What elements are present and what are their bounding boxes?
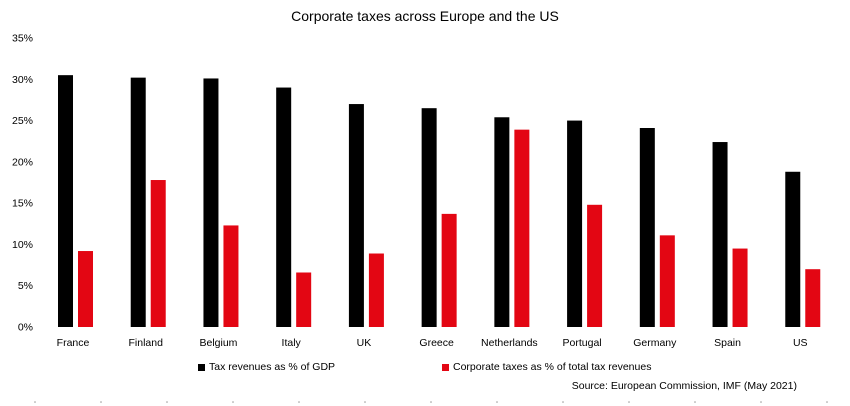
x-tick-label: Netherlands <box>481 337 538 349</box>
bar-corporate-tax <box>659 235 675 327</box>
border-dot <box>562 401 564 403</box>
bottom-dotted-border <box>34 401 828 403</box>
bar-corporate-tax <box>805 269 821 327</box>
bar-tax-gdp <box>203 78 219 328</box>
x-tick-label: Germany <box>633 337 677 349</box>
bar-corporate-tax <box>223 225 239 327</box>
border-dot <box>628 401 630 403</box>
bar-corporate-tax <box>368 253 384 327</box>
x-tick-label: Spain <box>714 337 741 349</box>
border-dot <box>232 401 234 403</box>
y-tick-label: 5% <box>18 280 33 292</box>
legend-label-corporate: Corporate taxes as % of total tax revenu… <box>453 361 652 373</box>
x-tick-label: US <box>793 337 808 349</box>
border-dot <box>298 401 300 403</box>
chart-title: Corporate taxes across Europe and the US <box>291 8 559 24</box>
bar-corporate-tax <box>150 180 166 327</box>
border-dot <box>430 401 432 403</box>
bar-corporate-tax <box>78 251 93 327</box>
border-dot <box>34 401 36 403</box>
bar-tax-gdp <box>567 120 583 327</box>
y-tick-label: 10% <box>12 239 33 251</box>
bar-corporate-tax <box>441 213 457 327</box>
x-tick-label: Belgium <box>199 337 237 349</box>
bar-tax-gdp <box>639 128 655 327</box>
border-dot <box>760 401 762 403</box>
bar-tax-gdp <box>494 117 510 327</box>
x-tick-label: UK <box>357 337 372 349</box>
bar-tax-gdp <box>58 75 73 328</box>
legend-label-gdp: Tax revenues as % of GDP <box>209 361 336 373</box>
legend-item-gdp: Tax revenues as % of GDP <box>198 361 335 373</box>
x-tick-label: Portugal <box>563 337 602 349</box>
source-note: Source: European Commission, IMF (May 20… <box>571 380 797 392</box>
x-tick-label: Greece <box>419 337 454 349</box>
y-tick-label: 0% <box>18 322 33 334</box>
bar-corporate-tax <box>296 272 312 327</box>
y-tick-label: 20% <box>12 156 33 168</box>
bar-corporate-tax <box>587 204 603 327</box>
legend-item-corporate: Corporate taxes as % of total tax revenu… <box>442 361 651 373</box>
y-tick-label: 15% <box>12 198 33 210</box>
y-tick-label: 30% <box>12 74 33 86</box>
border-dot <box>826 401 828 403</box>
border-dot <box>100 401 102 403</box>
bar-corporate-tax <box>732 248 748 327</box>
border-dot <box>694 401 696 403</box>
bar-tax-gdp <box>785 171 801 327</box>
bar-tax-gdp <box>276 87 292 328</box>
legend-swatch-corporate <box>442 363 449 371</box>
border-dot <box>496 401 498 403</box>
bar-tax-gdp <box>348 104 364 327</box>
x-tick-label: France <box>57 337 90 349</box>
bar-tax-gdp <box>130 77 146 328</box>
bar-tax-gdp <box>421 108 437 327</box>
x-tick-label: Italy <box>282 337 302 349</box>
y-tick-label: 35% <box>12 33 33 45</box>
y-tick-label: 25% <box>12 115 33 127</box>
border-dot <box>364 401 366 403</box>
bar-corporate-tax <box>514 129 530 327</box>
border-dot <box>166 401 168 403</box>
x-tick-label: Finland <box>129 337 164 349</box>
legend-swatch-gdp <box>198 363 205 371</box>
bar-tax-gdp <box>712 142 728 327</box>
